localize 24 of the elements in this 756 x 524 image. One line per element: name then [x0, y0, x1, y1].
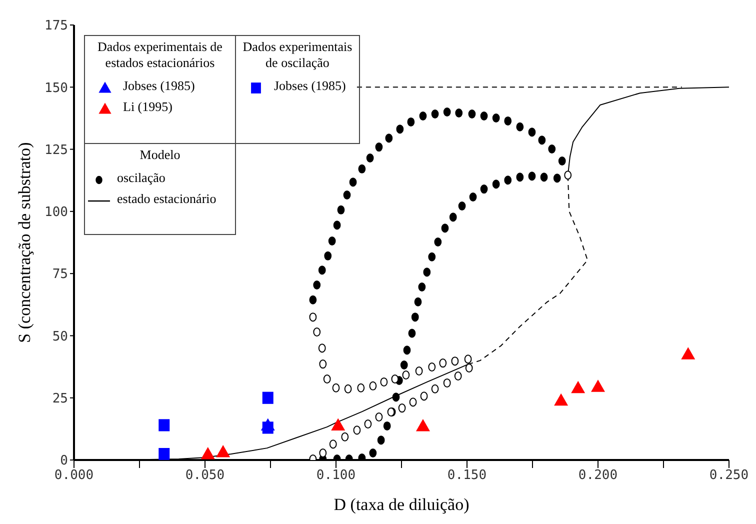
x-tick-label: 0.200	[578, 468, 618, 484]
legend-label: estado estacionário	[116, 190, 218, 208]
y-tick-label: 175	[44, 18, 68, 34]
annotation: Dados experimentais de oscilação	[242, 39, 354, 71]
x-tick-label: 0.050	[185, 468, 225, 484]
y-tick-label: 75	[52, 267, 68, 282]
y-tick-label: 50	[52, 329, 68, 344]
legend-label: Jobses (1985)	[273, 77, 347, 95]
y-axis-title: S (concentração de substrato)	[15, 142, 34, 343]
x-tick-label: 0.150	[447, 468, 487, 484]
annotation: Modelo	[138, 147, 182, 163]
legend-label: oscilação	[116, 169, 166, 187]
x-tick-label: 0.000	[54, 468, 94, 484]
x-tick-label: 0.250	[709, 468, 749, 484]
y-tick-label: 100	[44, 205, 68, 220]
legend-label: Jobses (1985)	[122, 77, 196, 95]
annotation: Dados experimentais de estados estacionários	[96, 39, 224, 71]
y-tick-label: 0	[60, 454, 68, 469]
legend-label: Li (1995)	[122, 98, 174, 116]
x-axis-title: D (taxa de diluição)	[334, 495, 470, 514]
y-tick-label: 150	[44, 80, 68, 96]
y-tick-label: 25	[52, 391, 68, 406]
y-tick-label: 125	[44, 142, 68, 158]
x-tick-label: 0.100	[316, 468, 356, 484]
